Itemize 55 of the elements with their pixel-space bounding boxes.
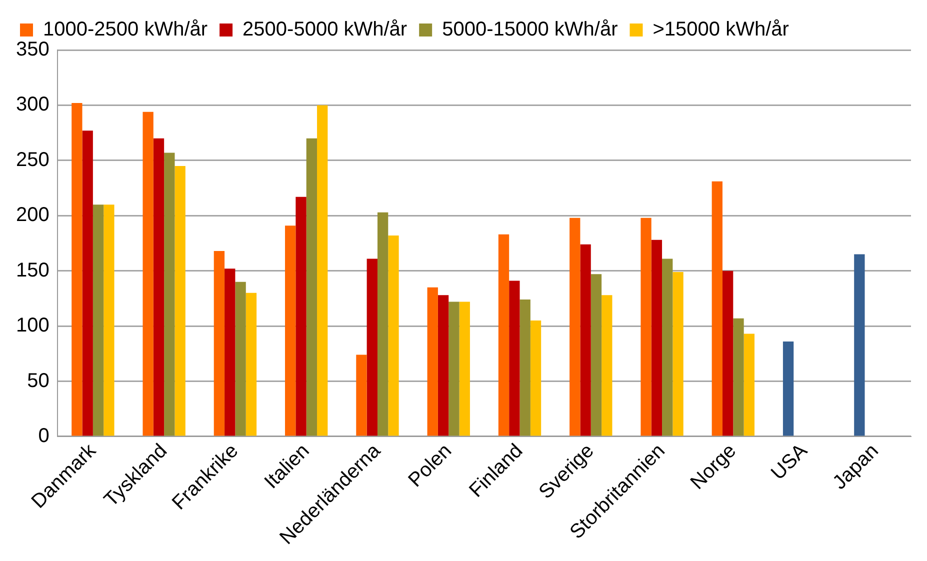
legend-label: 2500-5000 kWh/år: [242, 18, 408, 41]
y-tick-label: 250: [16, 148, 50, 171]
bar: [854, 254, 865, 436]
bar: [72, 103, 82, 436]
x-tick-label: USA: [767, 439, 812, 484]
bar: [438, 295, 449, 436]
bar: [530, 320, 542, 436]
bar: [427, 287, 438, 436]
bar: [388, 236, 399, 436]
bar: [214, 250, 225, 436]
y-tick-label: 100: [16, 314, 50, 337]
bar: [164, 152, 175, 436]
bar: [662, 258, 673, 436]
bar: [520, 300, 530, 436]
bar: [782, 342, 794, 436]
bar: [142, 112, 154, 436]
bar: [153, 138, 164, 436]
bar: [498, 234, 510, 436]
legend-label: 5000-15000 kWh/år: [442, 18, 618, 41]
bar: [744, 334, 754, 436]
bar: [459, 302, 470, 436]
legend-label: >15000 kWh/år: [652, 18, 790, 41]
bar: [104, 204, 114, 436]
y-tick-label: 150: [16, 259, 50, 282]
bar: [296, 196, 306, 436]
bar: [377, 212, 388, 436]
bar: [92, 204, 104, 436]
bar: [509, 280, 520, 436]
bar: [306, 138, 318, 436]
bar: [224, 268, 236, 436]
bar: [82, 130, 93, 436]
bar: [285, 226, 296, 436]
bar: [570, 218, 580, 436]
bar: [174, 166, 186, 436]
bar: [712, 181, 722, 436]
bar: [590, 274, 602, 436]
bar: [317, 105, 328, 436]
bar: [580, 244, 591, 436]
bar: [640, 218, 652, 436]
bar: [602, 295, 612, 436]
y-tick-label: 50: [27, 370, 50, 392]
bar: [448, 302, 460, 436]
bar: [235, 282, 246, 436]
y-tick-label: 350: [16, 38, 50, 61]
bar: [722, 270, 734, 436]
bar: [366, 258, 378, 436]
y-tick-label: 0: [38, 424, 50, 447]
bar: [246, 292, 257, 436]
legend-label: 1000-2500 kWh/år: [43, 18, 208, 41]
y-tick-label: 300: [16, 94, 50, 116]
bar: [733, 318, 744, 436]
bar: [672, 272, 684, 436]
bar: [356, 354, 367, 436]
y-tick-label: 200: [16, 204, 50, 226]
bar: [651, 240, 662, 436]
